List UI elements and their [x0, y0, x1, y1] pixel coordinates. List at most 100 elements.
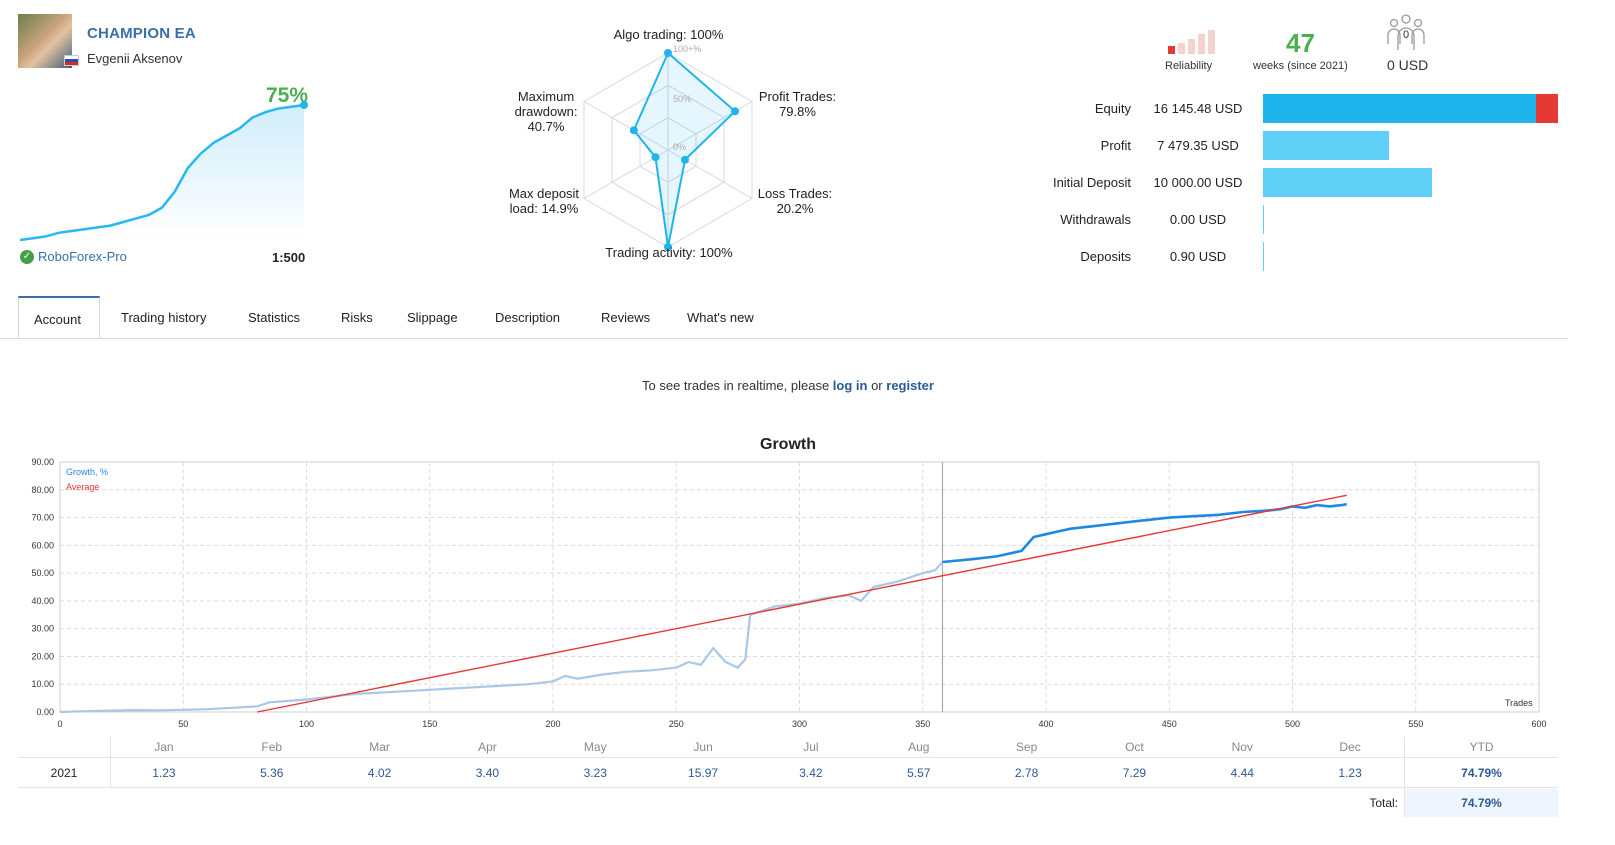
- x-tick-label: 500: [1285, 719, 1300, 729]
- month-value-jan[interactable]: 1.23: [152, 766, 176, 780]
- y-tick-label: 20.00: [31, 651, 54, 661]
- x-tick-label: 450: [1162, 719, 1177, 729]
- y-tick-label: 40.00: [31, 596, 54, 606]
- equity-label: Equity: [1094, 101, 1131, 116]
- tab-trading-history[interactable]: Trading history: [121, 310, 207, 325]
- mini-growth-area: [20, 105, 304, 240]
- verified-shield-icon: ✓: [20, 249, 34, 264]
- radar-axis-5: [583, 101, 669, 151]
- growth-ticks: 0.00 10.00 20.00 30.00 40.00 50.00 60.00 70.00 8…: [31, 457, 1546, 729]
- y-tick-label: 90.00: [31, 457, 54, 467]
- broker-link[interactable]: ✓ RoboForex-Pro: [20, 249, 127, 264]
- radar-point-1: [731, 107, 740, 116]
- tab-risks[interactable]: Risks: [341, 310, 373, 325]
- notice-text: To see trades in realtime, please: [642, 378, 833, 393]
- x-tick-label: 150: [422, 719, 437, 729]
- y-tick-label: 0.00: [36, 707, 54, 717]
- tab-whats-new[interactable]: What's new: [687, 310, 754, 325]
- subscribers-count: 0: [1403, 29, 1409, 41]
- month-header-dec: Dec: [1339, 740, 1361, 754]
- radar-point-3: [664, 243, 672, 251]
- total-label: Total:: [1369, 796, 1398, 810]
- tab-account[interactable]: Account: [18, 296, 100, 338]
- growth-percent: 75%: [266, 84, 309, 107]
- ring-label-50: 50%: [673, 94, 691, 104]
- y-tick-label: 60.00: [31, 540, 54, 550]
- tab-bar: Account Trading history Statistics Risks…: [0, 296, 1568, 339]
- month-value-dec[interactable]: 1.23: [1338, 766, 1362, 780]
- russia-flag-icon: [64, 55, 79, 66]
- x-tick-label: 300: [792, 719, 807, 729]
- broker-name: RoboForex-Pro: [38, 249, 127, 264]
- month-value-aug[interactable]: 5.57: [907, 766, 931, 780]
- month-header-oct: Oct: [1125, 740, 1144, 754]
- y-tick-label: 50.00: [31, 568, 54, 578]
- average-line: [257, 494, 1347, 713]
- month-value-oct[interactable]: 7.29: [1122, 766, 1147, 780]
- leverage: 1:500: [272, 250, 306, 265]
- reliability-bars-icon[interactable]: [1168, 30, 1218, 54]
- deposits-bar: [1263, 242, 1264, 271]
- deposits-value: 0.90 USD: [1169, 249, 1227, 264]
- radar-point-2: [680, 155, 689, 164]
- radar-value-points: [629, 49, 740, 251]
- month-header-jul: Jul: [803, 740, 819, 754]
- y-tick-label: 30.00: [31, 624, 54, 634]
- radar-label-loss: Loss Trades: 20.2%: [757, 186, 833, 216]
- avatar[interactable]: [18, 14, 72, 68]
- withdrawals-label: Withdrawals: [1060, 212, 1131, 227]
- month-value-feb[interactable]: 5.36: [260, 766, 284, 780]
- month-header-apr: Apr: [478, 740, 497, 754]
- signal-title[interactable]: CHAMPION EA: [87, 25, 196, 42]
- radar-label-profit: Profit Trades: 79.8%: [758, 89, 837, 119]
- reliability-label: Reliability: [1165, 60, 1213, 72]
- month-value-jul[interactable]: 3.42: [799, 766, 823, 780]
- mini-growth-line: [19, 103, 305, 242]
- tab-slippage[interactable]: Slippage: [407, 310, 458, 325]
- y-tick-label: 10.00: [31, 679, 54, 689]
- x-tick-label: 250: [669, 719, 684, 729]
- realtime-notice: To see trades in realtime, please log in…: [0, 378, 1576, 393]
- tab-statistics[interactable]: Statistics: [248, 310, 301, 325]
- author-name[interactable]: Evgenii Aksenov: [87, 51, 183, 66]
- tab-reviews[interactable]: Reviews: [601, 310, 651, 325]
- ytd-header: YTD: [1469, 740, 1494, 754]
- ring-label-100: 100+%: [673, 44, 701, 54]
- growth-chart: 0.00 10.00 20.00 30.00 40.00 50.00 60.00 70.00 8…: [31, 457, 1546, 729]
- growth-line-recent: [942, 502, 1347, 564]
- x-tick-label: 0: [57, 719, 62, 729]
- x-tick-label: 50: [178, 719, 188, 729]
- x-tick-label: 400: [1038, 719, 1053, 729]
- month-value-mar[interactable]: 4.02: [367, 766, 392, 780]
- login-link[interactable]: log in: [832, 378, 868, 393]
- month-header-jun: Jun: [693, 740, 713, 754]
- notice-or: or: [867, 378, 887, 393]
- growth-chart-title: Growth: [760, 436, 816, 453]
- month-value-nov[interactable]: 4.44: [1230, 766, 1254, 780]
- tab-description[interactable]: Description: [495, 310, 561, 325]
- weeks-count: 47: [1286, 28, 1315, 58]
- register-link[interactable]: register: [886, 378, 934, 393]
- total-value: 74.79%: [1461, 796, 1502, 810]
- profit-label: Profit: [1100, 138, 1131, 153]
- x-tick-label: 200: [545, 719, 560, 729]
- subscribers-icon[interactable]: 0: [1385, 14, 1427, 52]
- radar-chart: 100+% 50% 0%: [583, 44, 753, 251]
- y-tick-label: 70.00: [31, 513, 54, 523]
- radar-label-algo: Algo trading: 100%: [613, 27, 724, 42]
- growth-line-history: [59, 561, 944, 714]
- x-tick-label: 550: [1408, 719, 1423, 729]
- month-value-may[interactable]: 3.23: [583, 766, 607, 780]
- equity-bar: [1263, 94, 1536, 123]
- month-value-apr[interactable]: 3.40: [475, 766, 500, 780]
- month-value-sep[interactable]: 2.78: [1014, 766, 1039, 780]
- month-header-may: May: [583, 740, 607, 754]
- profit-bar: [1263, 131, 1389, 160]
- initial-deposit-bar: [1263, 168, 1432, 197]
- initial-deposit-label: Initial Deposit: [1052, 175, 1131, 190]
- month-value-jun[interactable]: 15.97: [688, 766, 719, 780]
- month-header-mar: Mar: [369, 740, 390, 754]
- initial-deposit-value: 10 000.00 USD: [1153, 175, 1243, 190]
- mini-growth-chart: [19, 101, 308, 242]
- month-header-nov: Nov: [1231, 740, 1253, 754]
